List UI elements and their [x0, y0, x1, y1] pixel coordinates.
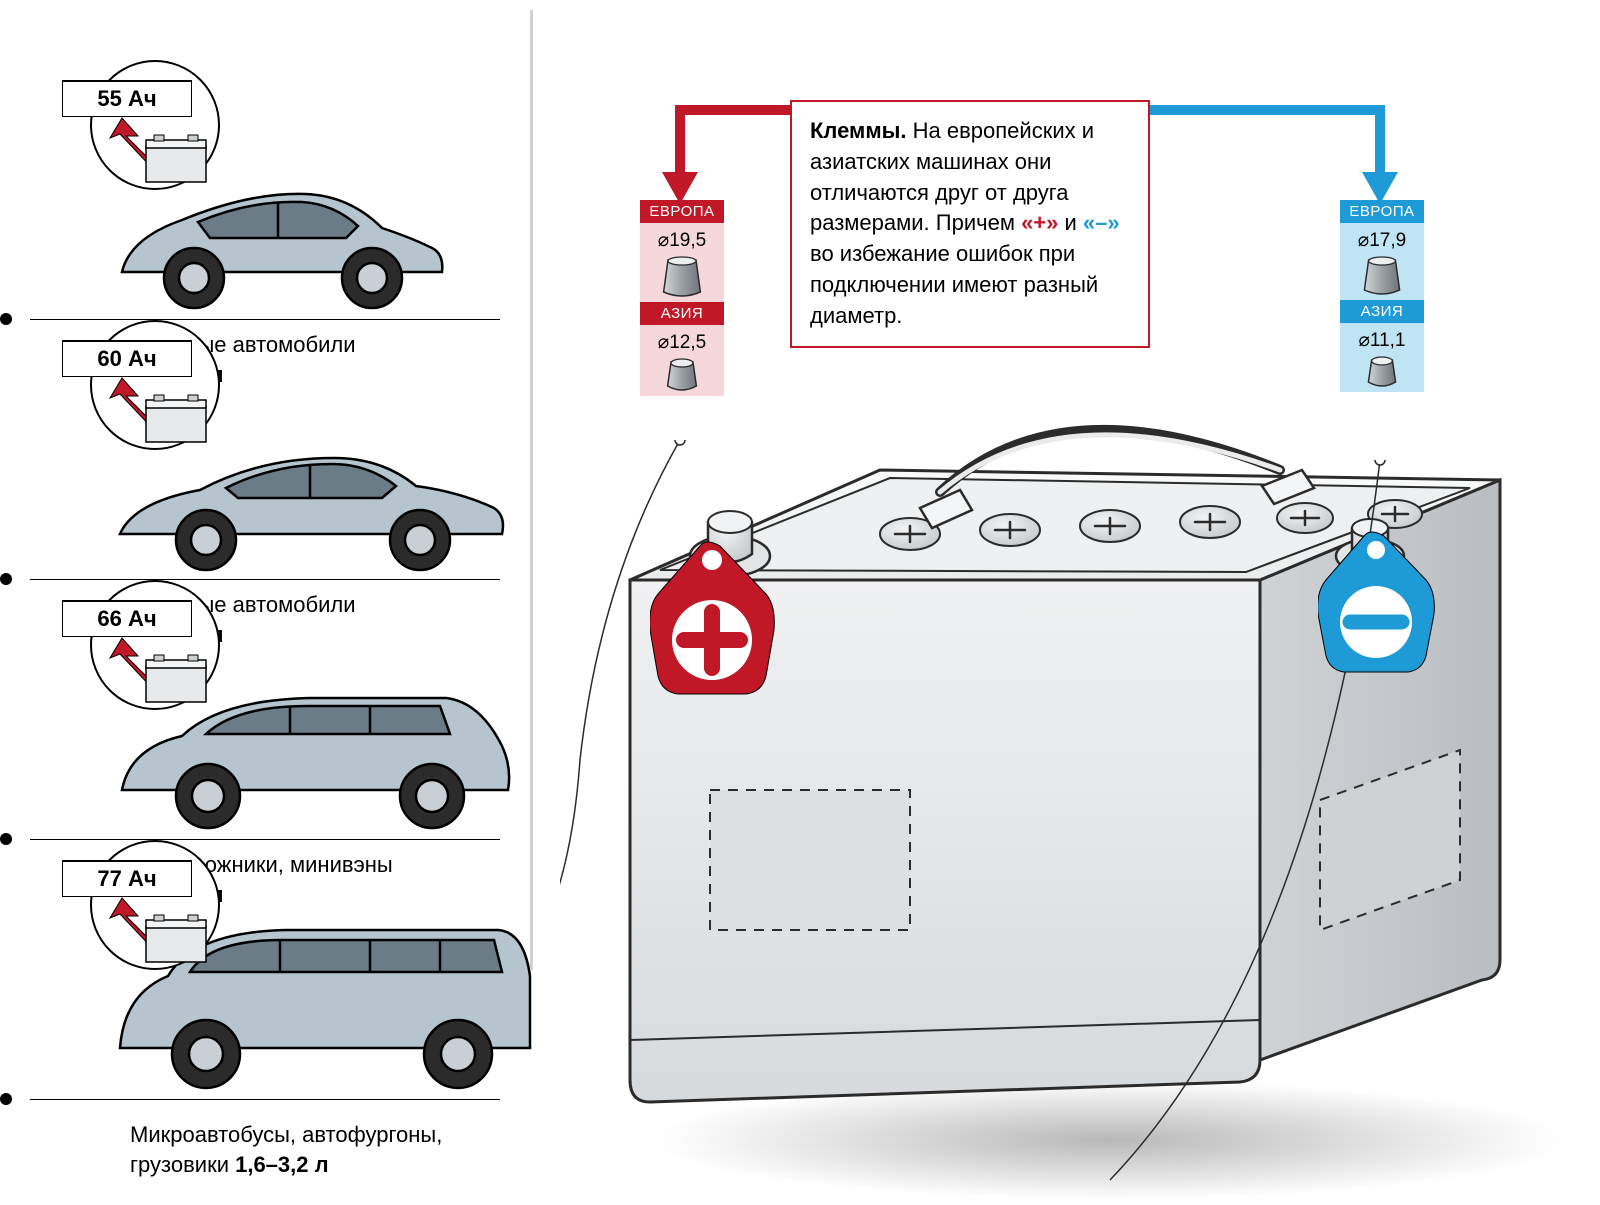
mini-battery-icon	[144, 654, 212, 706]
neg-asia-dia: ⌀11,1	[1340, 329, 1424, 352]
negative-terminal-panel: ЕВРОПА ⌀17,9 АЗИЯ ⌀11,1	[1340, 200, 1424, 392]
terminal-metal-icon	[659, 256, 705, 298]
neg-europe-dia: ⌀17,9	[1340, 229, 1424, 252]
vehicle-row: 55 Ач	[30, 60, 500, 320]
callout-title: Клеммы.	[810, 118, 907, 143]
terminal-metal-icon	[1365, 356, 1399, 388]
wire-line-positive	[560, 440, 760, 1060]
car-illustration	[110, 174, 450, 319]
positive-terminal-panel: ЕВРОПА ⌀19,5 АЗИЯ ⌀12,5	[640, 200, 724, 396]
callout-minus-symbol: «–»	[1083, 210, 1120, 235]
pos-asia-dia: ⌀12,5	[640, 331, 724, 354]
terminal-metal-icon	[1360, 256, 1404, 296]
battery-terminals-diagram: Клеммы. На европейских и азиатских машин…	[560, 60, 1570, 1180]
vehicle-row: 60 Ач	[30, 320, 500, 580]
row-dot	[0, 833, 12, 845]
row-dot	[0, 573, 12, 585]
neg-asia-label: АЗИЯ	[1340, 300, 1424, 323]
mini-battery-icon	[144, 134, 212, 186]
capacity-callout: 77 Ач	[90, 840, 220, 970]
row-dot	[0, 1093, 12, 1105]
terminals-callout-box: Клеммы. На европейских и азиатских машин…	[790, 100, 1150, 348]
pos-europe-dia: ⌀19,5	[640, 229, 724, 252]
callout-text-2: во избежание ошибок при подключении имею…	[810, 241, 1098, 328]
capacity-callout: 66 Ач	[90, 580, 220, 710]
pos-europe-label: ЕВРОПА	[640, 200, 724, 223]
capacity-callout: 60 Ач	[90, 320, 220, 450]
car-illustration	[110, 434, 510, 579]
mini-battery-icon	[144, 914, 212, 966]
column-divider	[530, 10, 533, 970]
pos-asia-label: АЗИЯ	[640, 302, 724, 325]
capacity-callout: 55 Ач	[90, 60, 220, 190]
row-dot	[0, 313, 12, 325]
vehicle-caption: Микроавтобусы, автофургоны, грузовики 1,…	[130, 1120, 510, 1179]
positive-tag	[650, 540, 780, 700]
vehicle-row: 66 Ач	[30, 580, 500, 840]
mini-battery-icon	[144, 394, 212, 446]
callout-text-mid: и	[1058, 210, 1083, 235]
neg-europe-label: ЕВРОПА	[1340, 200, 1424, 223]
vehicle-capacity-column: 55 Ач Легковые автомобили1,0–1,6 л 60 Ач…	[0, 60, 500, 1100]
negative-tag	[1318, 530, 1438, 680]
callout-plus-symbol: «+»	[1021, 210, 1058, 235]
vehicle-row: 77 Ач	[30, 840, 500, 1100]
terminal-metal-icon	[664, 358, 700, 392]
